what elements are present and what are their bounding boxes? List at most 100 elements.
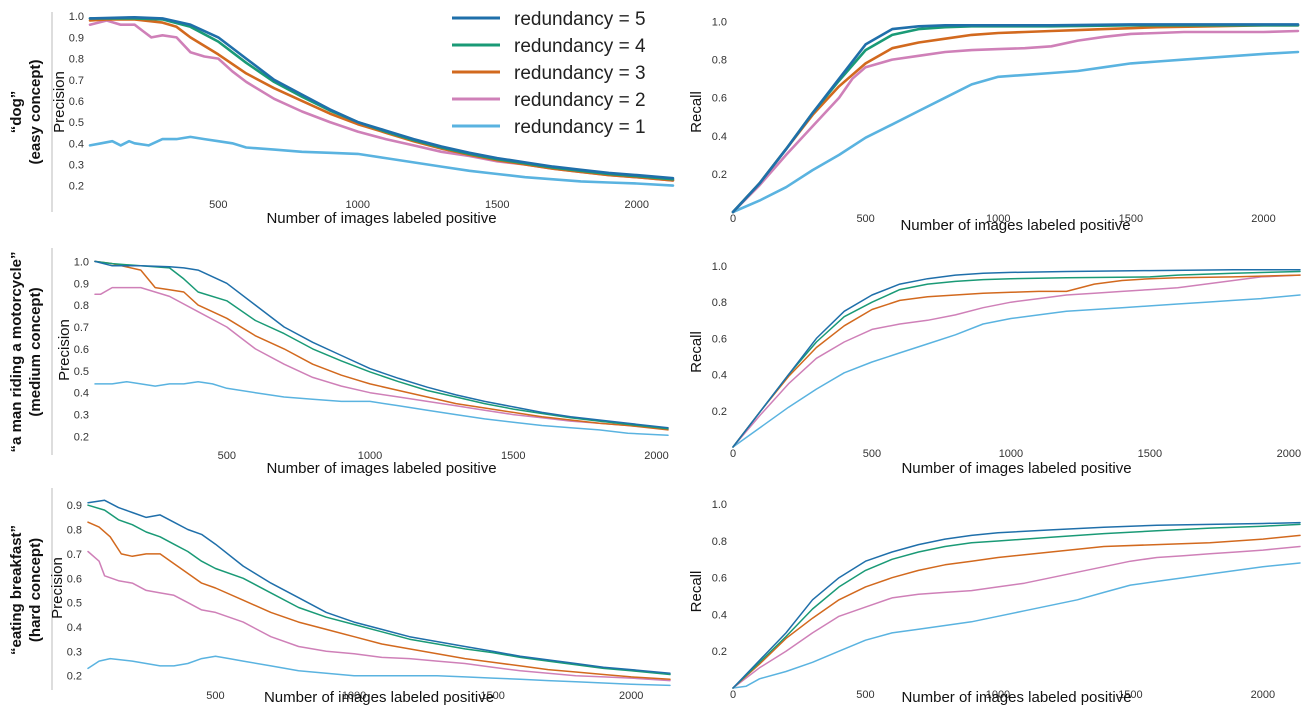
legend-entry-label: redundancy = 3 bbox=[514, 63, 646, 84]
series-line-1 bbox=[94, 380, 669, 437]
series-line-2 bbox=[87, 550, 671, 682]
series-line-3 bbox=[732, 274, 1301, 448]
row-label-breakfast-line1: “eating breakfast” bbox=[8, 525, 25, 655]
x-tick-label: 1500 bbox=[501, 450, 525, 462]
series-line-2 bbox=[732, 545, 1301, 689]
y-tick-label: 0.4 bbox=[712, 370, 727, 382]
x-axis-label: Number of images labeled positive bbox=[264, 689, 494, 706]
y-tick-label: 0.8 bbox=[712, 55, 727, 67]
series-line-4 bbox=[731, 24, 1300, 214]
legend-entry-label: redundancy = 4 bbox=[514, 36, 646, 57]
x-tick-label: 1500 bbox=[1118, 689, 1142, 701]
y-tick-label: 0.2 bbox=[712, 646, 727, 658]
y-tick-label: 0.6 bbox=[712, 333, 727, 345]
x-axis-label: Number of images labeled positive bbox=[900, 217, 1130, 234]
y-tick-label: 0.8 bbox=[74, 300, 89, 312]
y-tick-label: 1.0 bbox=[712, 261, 727, 273]
x-axis-label: Number of images labeled positive bbox=[266, 460, 496, 477]
x-tick-label: 2000 bbox=[1251, 689, 1275, 701]
y-tick-label: 0.8 bbox=[712, 297, 727, 309]
y-tick-label: 0.5 bbox=[74, 366, 89, 378]
y-tick-label: 0.4 bbox=[712, 609, 727, 621]
y-tick-label: 0.3 bbox=[67, 646, 82, 658]
row-labels: “dog” (easy concept) “a man riding a mot… bbox=[8, 12, 53, 690]
row-label-dog-line1: “dog” bbox=[8, 91, 25, 134]
y-tick-label: 0.8 bbox=[69, 54, 84, 66]
series-line-4 bbox=[732, 270, 1301, 448]
y-tick-label: 0.2 bbox=[67, 671, 82, 683]
x-tick-label: 1000 bbox=[999, 448, 1023, 460]
series-line-5 bbox=[732, 268, 1301, 448]
x-tick-label: 2000 bbox=[624, 199, 648, 211]
series-line-3 bbox=[94, 260, 669, 431]
y-tick-label: 0.5 bbox=[69, 117, 84, 129]
x-tick-label: 500 bbox=[209, 199, 227, 211]
y-tick-label: 0.6 bbox=[69, 96, 84, 108]
series-line-5 bbox=[94, 260, 669, 429]
y-axis-label: Precision bbox=[51, 71, 68, 133]
y-tick-label: 1.0 bbox=[712, 499, 727, 511]
series-line-1 bbox=[732, 294, 1301, 448]
y-tick-label: 0.7 bbox=[67, 549, 82, 561]
y-tick-label: 0.6 bbox=[74, 344, 89, 356]
series-line-5 bbox=[87, 499, 671, 675]
x-tick-label: 1500 bbox=[1119, 213, 1143, 225]
row-label-motorcycle-line2: (medium concept) bbox=[27, 287, 44, 416]
y-tick-label: 0.4 bbox=[67, 622, 82, 634]
y-tick-label: 0.7 bbox=[74, 322, 89, 334]
y-tick-label: 0.6 bbox=[712, 93, 727, 105]
y-axis-label: Precision bbox=[56, 319, 73, 381]
x-tick-label: 2000 bbox=[1251, 213, 1275, 225]
y-tick-label: 0.3 bbox=[69, 159, 84, 171]
x-tick-label: 0 bbox=[730, 213, 736, 225]
series-line-1 bbox=[732, 562, 1301, 689]
chart-panel-r2-c0: 0.2 0.3 0.4 0.5 0.6 0.7 0.8 0.9 500 1000 1500 2000 N… bbox=[49, 499, 671, 706]
legend: redundancy = 5 redundancy = 4 redundancy =… bbox=[452, 9, 646, 138]
y-axis-label: Recall bbox=[688, 331, 705, 373]
y-tick-label: 0.4 bbox=[712, 131, 727, 143]
x-tick-label: 500 bbox=[206, 690, 224, 702]
x-tick-label: 0 bbox=[730, 689, 736, 701]
chart-panel-r2-c1: 0.2 0.4 0.6 0.8 1.0 0 500 1000 1500 2000 Number of… bbox=[688, 499, 1301, 706]
series-line-5 bbox=[731, 23, 1300, 214]
x-tick-label: 1000 bbox=[986, 213, 1010, 225]
y-axis-label: Recall bbox=[688, 571, 705, 613]
y-tick-label: 0.6 bbox=[712, 573, 727, 585]
series-line-2 bbox=[94, 286, 669, 430]
y-tick-label: 0.2 bbox=[69, 181, 84, 193]
legend-entry-label: redundancy = 5 bbox=[514, 9, 646, 30]
x-tick-label: 1500 bbox=[1138, 448, 1162, 460]
x-tick-label: 1000 bbox=[342, 690, 366, 702]
y-tick-label: 0.9 bbox=[69, 32, 84, 44]
row-label-breakfast-line2: (hard concept) bbox=[27, 538, 44, 642]
series-line-1 bbox=[87, 655, 671, 687]
y-tick-label: 0.2 bbox=[712, 169, 727, 181]
chart-panel-r1-c0: 0.2 0.3 0.4 0.5 0.6 0.7 0.8 0.9 1.0 500 1000 1500 20… bbox=[56, 256, 669, 477]
x-tick-label: 1500 bbox=[485, 199, 509, 211]
x-axis-label: Number of images labeled positive bbox=[901, 460, 1131, 477]
series-line-3 bbox=[732, 534, 1301, 689]
x-tick-label: 0 bbox=[730, 448, 736, 460]
y-tick-label: 0.2 bbox=[712, 406, 727, 418]
x-tick-label: 500 bbox=[863, 448, 881, 460]
series-line-4 bbox=[94, 260, 669, 430]
y-tick-label: 1.0 bbox=[69, 11, 84, 23]
y-tick-label: 0.4 bbox=[69, 138, 84, 150]
chart-panel-r0-c1: 0.2 0.4 0.6 0.8 1.0 0 500 1000 1500 2000 Number of… bbox=[688, 17, 1300, 234]
y-tick-label: 0.4 bbox=[74, 388, 89, 400]
x-tick-label: 2000 bbox=[644, 450, 668, 462]
row-label-dog-line2: (easy concept) bbox=[27, 59, 44, 164]
series-line-3 bbox=[87, 521, 671, 681]
y-tick-label: 0.8 bbox=[712, 536, 727, 548]
x-tick-label: 1000 bbox=[358, 450, 382, 462]
x-tick-label: 2000 bbox=[1277, 448, 1301, 460]
series-line-2 bbox=[731, 29, 1300, 214]
series-line-3 bbox=[731, 24, 1300, 214]
series-line-5 bbox=[732, 521, 1301, 689]
x-tick-label: 500 bbox=[856, 213, 874, 225]
chart-panel-r0-c0: 0.2 0.3 0.4 0.5 0.6 0.7 0.8 0.9 1.0 500 1000 1500 20… bbox=[51, 11, 675, 227]
legend-entry-label: redundancy = 1 bbox=[514, 117, 646, 138]
chart-panels: 0.2 0.3 0.4 0.5 0.6 0.7 0.8 0.9 1.0 500 1000 1500 20… bbox=[49, 11, 1301, 706]
y-tick-label: 0.7 bbox=[69, 75, 84, 87]
